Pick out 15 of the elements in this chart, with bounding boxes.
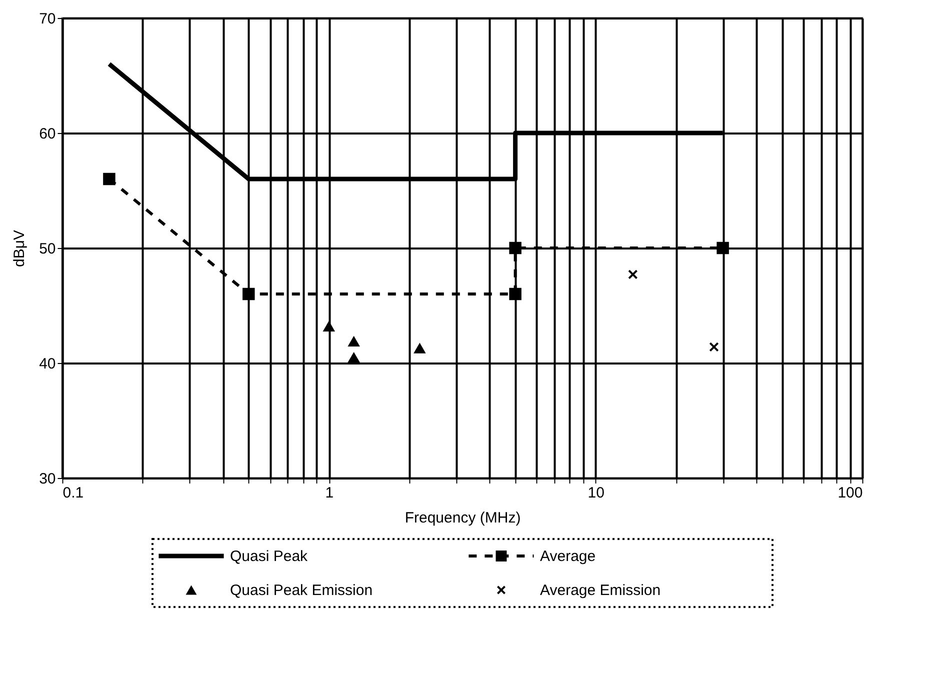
- x-tick-label: 100: [838, 484, 863, 502]
- legend-label: Quasi Peak: [230, 548, 308, 565]
- y-axis-title: dBμV: [11, 230, 28, 267]
- x-tick-label: 1: [325, 484, 334, 502]
- y-tick-label: 70: [39, 10, 56, 28]
- legend-label: Average: [540, 548, 596, 565]
- y-tick-label: 60: [39, 126, 56, 142]
- x-tick-label: 10: [588, 484, 604, 502]
- y-tick-label: 40: [39, 356, 56, 372]
- y-tick-label: 50: [39, 240, 56, 258]
- legend-label: Quasi Peak Emission: [230, 582, 373, 599]
- x-tick-label: 0.1: [62, 484, 84, 502]
- legend-label: Average Emission: [540, 582, 661, 599]
- x-axis-title: Frequency (MHz): [404, 510, 521, 526]
- y-tick-label: 30: [39, 470, 56, 488]
